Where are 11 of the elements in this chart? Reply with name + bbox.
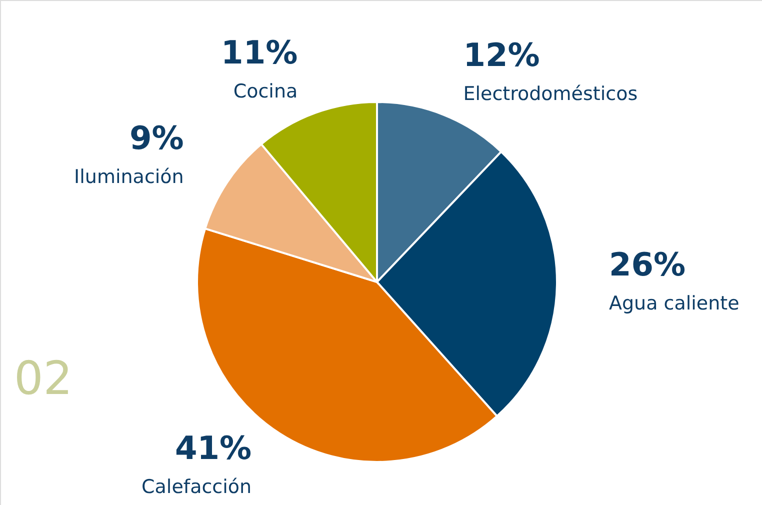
data-label: 9% <box>130 119 184 158</box>
slice-label: Electrodomésticos <box>463 82 638 105</box>
data-label: 11% <box>221 33 298 72</box>
slice-label: Calefacción <box>142 476 252 498</box>
slice-label: Agua caliente <box>608 292 740 315</box>
slice-label: Cocina <box>233 80 298 102</box>
data-label: 26% <box>608 246 686 284</box>
text: 02 <box>14 351 73 405</box>
data-label: 12% <box>463 36 540 74</box>
slice-label: Iluminación <box>74 166 184 188</box>
data-label: 41% <box>174 428 252 467</box>
